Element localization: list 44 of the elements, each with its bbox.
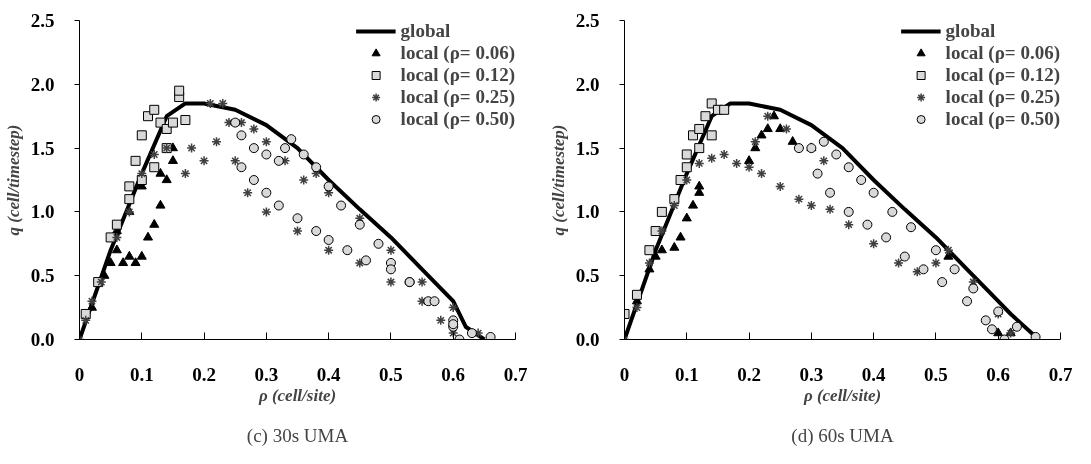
legend-label: local (ρ= 0.25)	[945, 86, 1060, 108]
x-axis-title: ρ (cell/site)	[257, 385, 337, 405]
x-tick-label: 0.3	[254, 363, 279, 385]
x-tick-label: 0	[619, 363, 630, 385]
legend-label: local (ρ= 0.12)	[400, 64, 515, 86]
x-tick-label: 0.1	[129, 363, 154, 385]
x-tick-label: 0.6	[441, 363, 466, 385]
y-tick-label: 2.5	[575, 10, 600, 31]
legend-label: global	[945, 20, 996, 42]
x-tick-label: 0.7	[1048, 363, 1073, 385]
x-tick-label: 0.2	[192, 363, 216, 385]
y-tick-label: 2.0	[575, 73, 600, 95]
legend-label: local (ρ= 0.06)	[945, 42, 1060, 64]
y-axis-title: q (cell/timestep)	[548, 124, 568, 236]
y-tick-label: 0.5	[30, 265, 55, 287]
legend-label: local (ρ= 0.06)	[400, 42, 515, 64]
y-tick-label: 1.5	[575, 137, 600, 159]
x-tick-label: 0.2	[737, 363, 761, 385]
y-tick-label: 2.5	[30, 10, 55, 31]
legend-label: local (ρ= 0.25)	[400, 86, 515, 108]
x-tick-label: 0.4	[861, 363, 887, 385]
text: (d) 60s UMA	[791, 424, 894, 447]
y-axis-title: q (cell/timestep)	[3, 124, 23, 236]
legend-label: global	[400, 20, 451, 42]
x-tick-label: 0.1	[674, 363, 699, 385]
y-tick-label: 0.0	[30, 329, 55, 350]
y-tick-label: 0.0	[575, 329, 600, 350]
x-tick-label: 0.6	[986, 363, 1011, 385]
x-tick-label: 0.5	[924, 363, 948, 385]
legend-label: local (ρ= 0.50)	[400, 108, 515, 130]
y-tick-label: 2.0	[30, 73, 55, 95]
x-tick-label: 0.3	[799, 363, 824, 385]
x-tick-label: 0.4	[316, 363, 342, 385]
y-tick-label: 1.0	[30, 201, 55, 223]
y-tick-label: 1.5	[30, 137, 55, 159]
x-axis-title: ρ (cell/site)	[802, 385, 882, 405]
y-tick-label: 1.0	[575, 201, 600, 223]
x-tick-label: 0.7	[503, 363, 528, 385]
legend-label: local (ρ= 0.50)	[945, 108, 1060, 130]
x-tick-label: 0	[74, 363, 85, 385]
legend-label: local (ρ= 0.12)	[945, 64, 1060, 86]
text: (c) 30s UMA	[246, 424, 349, 447]
y-tick-label: 0.5	[575, 265, 600, 287]
x-tick-label: 0.5	[379, 363, 403, 385]
